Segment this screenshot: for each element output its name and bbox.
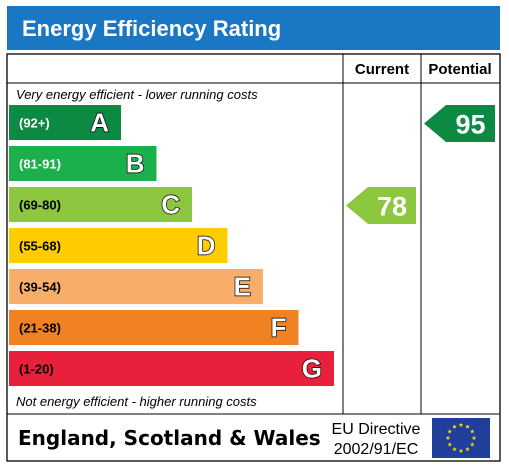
band-b-bar: [9, 146, 157, 181]
band-g-range: (1-20): [19, 362, 54, 377]
rating-markers: 78 95: [346, 105, 495, 224]
band-c-bar: [9, 187, 192, 222]
band-a-letter: A: [90, 108, 109, 138]
band-d-letter: D: [197, 231, 216, 261]
band-a-bar: [9, 105, 121, 140]
band-b-range: (81-91): [19, 157, 61, 172]
band-e-letter: E: [234, 272, 251, 302]
band-b-letter: B: [126, 149, 145, 179]
eu-star-icon: [465, 446, 470, 452]
current-rating-value: 78: [377, 192, 407, 222]
band-e-range: (39-54): [19, 280, 61, 295]
eu-directive-line2: 2002/91/EC: [334, 441, 419, 458]
bottom-note: Not energy efficient - higher running co…: [16, 394, 257, 409]
eu-star-icon: [458, 422, 464, 427]
eu-star-icon: [469, 429, 475, 434]
eu-flag-icon: [432, 418, 490, 458]
band-c-letter: C: [161, 190, 180, 220]
chart-frame: [6, 53, 501, 462]
potential-column-header: Potential: [428, 61, 491, 78]
band-c-range: (69-80): [19, 198, 61, 213]
eu-star-icon: [469, 442, 475, 447]
eu-star-icon: [471, 435, 477, 440]
current-rating-arrow: [346, 187, 416, 224]
band-g-bar: [9, 351, 334, 386]
eu-star-icon: [452, 424, 457, 429]
band-f-letter: F: [271, 313, 287, 343]
current-column-header: Current: [355, 61, 409, 78]
top-note: Very energy efficient - lower running co…: [16, 87, 258, 102]
eu-star-icon: [452, 446, 457, 452]
eu-directive-line1: EU Directive: [332, 421, 421, 438]
eu-star-icon: [465, 424, 470, 429]
potential-rating-value: 95: [455, 110, 485, 140]
band-f-bar: [9, 310, 299, 345]
eu-star-icon: [458, 448, 464, 453]
band-d-bar: [9, 228, 228, 263]
header-banner: [7, 6, 500, 50]
band-e-bar: [9, 269, 263, 304]
chart-title: Energy Efficiency Rating: [22, 16, 281, 41]
band-g-letter: G: [302, 354, 322, 384]
band-a-range: (92+): [19, 116, 50, 131]
band-d-range: (55-68): [19, 239, 61, 254]
footer-region: England, Scotland & Wales: [18, 426, 321, 450]
band-f-range: (21-38): [19, 321, 61, 336]
potential-rating-arrow: [424, 105, 495, 142]
rating-bands: (92+) A (81-91) B (69-80) C (55-68) D (39-54) E (2…: [9, 105, 334, 386]
eu-star-icon: [447, 429, 453, 434]
eu-star-icon: [447, 442, 453, 447]
eu-star-icon: [445, 435, 451, 440]
